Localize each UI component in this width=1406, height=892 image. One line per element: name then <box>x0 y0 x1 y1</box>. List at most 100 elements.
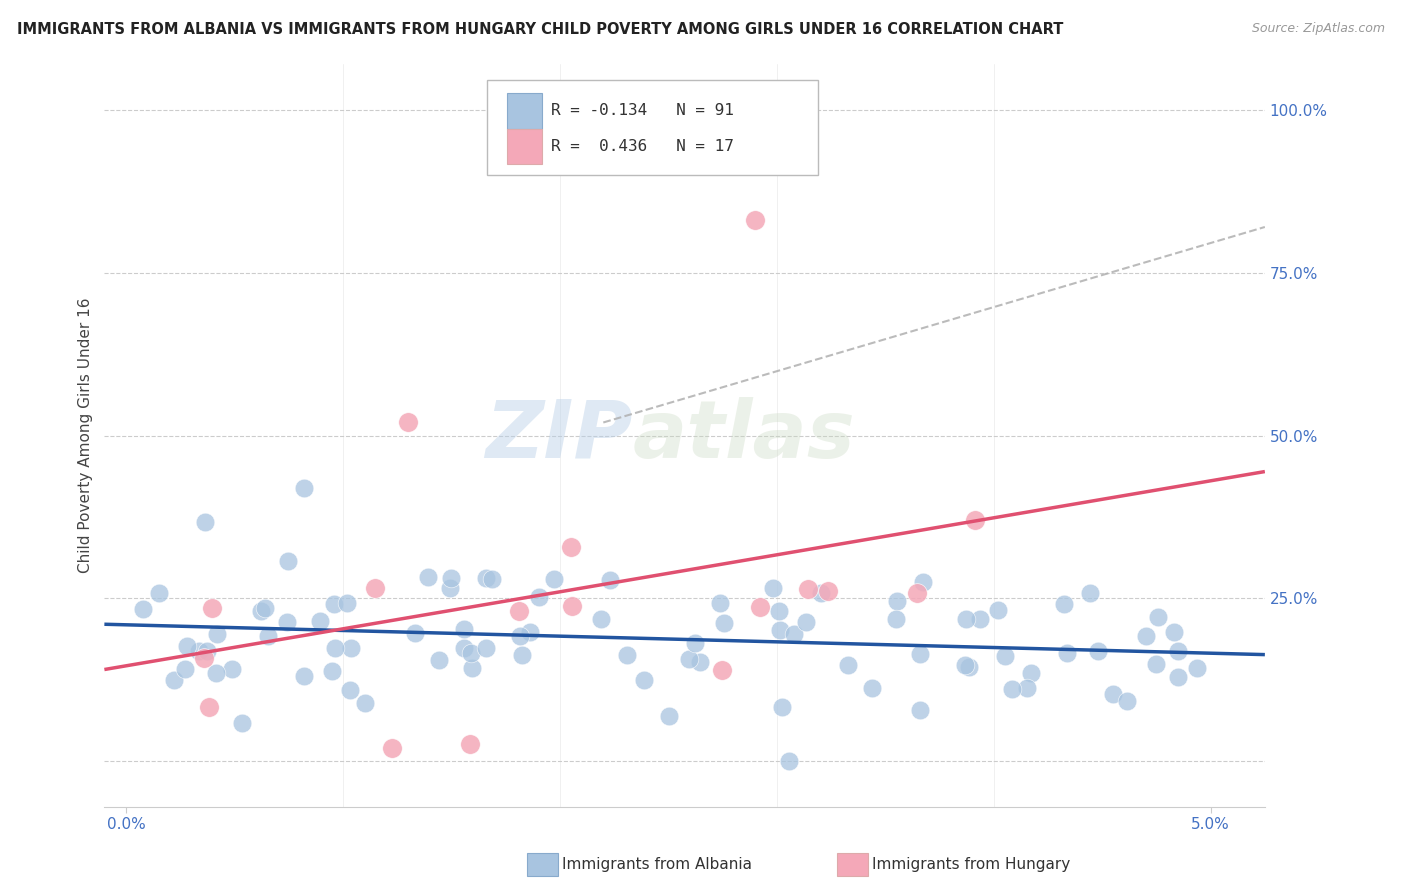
Point <box>689 655 711 669</box>
Point <box>748 600 770 615</box>
Point <box>453 622 475 636</box>
Point <box>796 582 818 596</box>
Point <box>460 661 482 675</box>
Point <box>778 755 800 769</box>
Text: Immigrants from Albania: Immigrants from Albania <box>562 857 752 871</box>
Point <box>810 586 832 600</box>
Point <box>364 581 387 595</box>
Point <box>1163 624 1185 639</box>
Point <box>475 571 498 585</box>
Point <box>1056 646 1078 660</box>
Point <box>1015 681 1038 695</box>
Point <box>1053 597 1076 611</box>
Y-axis label: Child Poverty Among Girls Under 16: Child Poverty Among Girls Under 16 <box>79 298 93 574</box>
Point <box>910 703 932 717</box>
Point <box>250 603 273 617</box>
Point <box>1115 694 1137 708</box>
Point <box>744 213 766 227</box>
Point <box>132 602 155 616</box>
Point <box>860 681 883 695</box>
Point <box>205 666 228 681</box>
Point <box>197 700 219 714</box>
Point <box>709 596 731 610</box>
Point <box>1078 586 1101 600</box>
Point <box>1167 670 1189 684</box>
Point <box>1144 657 1167 672</box>
Point <box>458 737 481 751</box>
Point <box>201 601 224 615</box>
Point <box>148 586 170 600</box>
Point <box>508 604 530 618</box>
Point <box>1019 665 1042 680</box>
Point <box>336 596 359 610</box>
Point <box>439 571 461 585</box>
FancyBboxPatch shape <box>488 80 818 176</box>
Point <box>911 574 934 589</box>
Point <box>174 662 197 676</box>
Point <box>769 623 792 637</box>
Point <box>254 601 277 615</box>
Point <box>193 650 215 665</box>
Point <box>418 570 440 584</box>
Point <box>404 626 426 640</box>
Point <box>1087 644 1109 658</box>
Point <box>321 664 343 678</box>
Point <box>783 626 806 640</box>
Point <box>1185 661 1208 675</box>
Point <box>543 572 565 586</box>
Point <box>770 700 793 714</box>
Point <box>817 583 839 598</box>
Point <box>277 553 299 567</box>
Point <box>762 582 785 596</box>
Text: Immigrants from Hungary: Immigrants from Hungary <box>872 857 1070 871</box>
Point <box>1146 609 1168 624</box>
Point <box>294 669 316 683</box>
Point <box>460 646 482 660</box>
Point <box>678 652 700 666</box>
Point <box>439 581 461 595</box>
Point <box>908 647 931 661</box>
Point <box>1102 687 1125 701</box>
Point <box>561 599 583 613</box>
Point <box>713 615 735 630</box>
Point <box>427 653 450 667</box>
Point <box>905 586 928 600</box>
Point <box>527 591 550 605</box>
Point <box>510 648 533 663</box>
Point <box>176 640 198 654</box>
Bar <box>508 93 541 128</box>
Point <box>957 659 980 673</box>
Point <box>276 615 298 629</box>
Point <box>231 716 253 731</box>
Text: R = -0.134   N = 91: R = -0.134 N = 91 <box>551 103 734 119</box>
Text: atlas: atlas <box>633 397 855 475</box>
Point <box>1135 629 1157 643</box>
Point <box>987 603 1010 617</box>
Point <box>453 641 475 656</box>
Point <box>599 573 621 587</box>
Point <box>658 709 681 723</box>
Point <box>768 604 790 618</box>
Text: Source: ZipAtlas.com: Source: ZipAtlas.com <box>1251 22 1385 36</box>
Point <box>380 741 402 756</box>
Point <box>340 640 363 655</box>
Point <box>616 648 638 663</box>
Point <box>794 615 817 629</box>
Point <box>194 516 217 530</box>
Point <box>339 683 361 698</box>
Point <box>195 644 218 658</box>
Point <box>294 481 316 495</box>
Point <box>886 594 908 608</box>
Point <box>589 612 612 626</box>
Point <box>481 572 503 586</box>
Point <box>560 540 582 554</box>
Point <box>163 673 186 688</box>
Point <box>685 636 707 650</box>
Point <box>205 627 228 641</box>
Point <box>994 648 1017 663</box>
Point <box>221 661 243 675</box>
Point <box>955 612 977 626</box>
Point <box>475 641 498 656</box>
Point <box>884 612 907 626</box>
Text: ZIP: ZIP <box>485 397 633 475</box>
